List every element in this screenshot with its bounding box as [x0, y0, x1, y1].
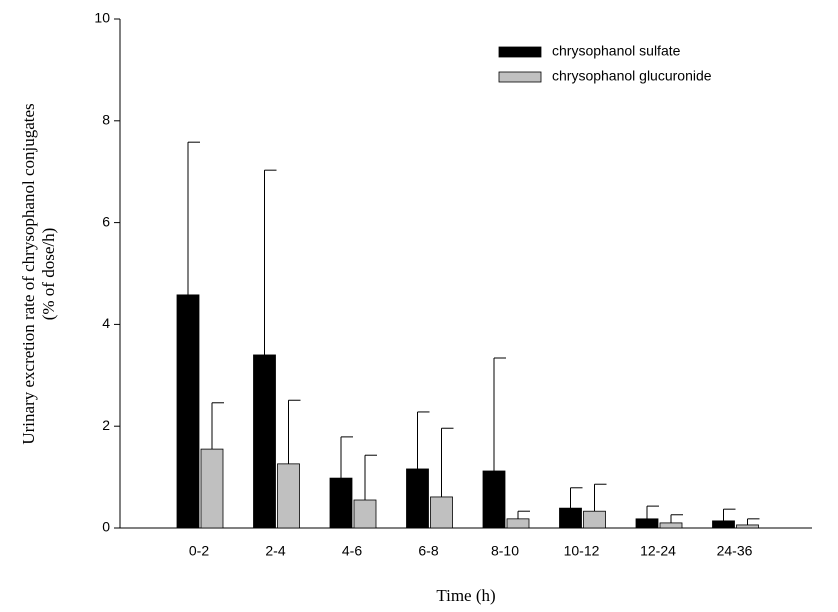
- y-tick-label: 6: [102, 213, 110, 229]
- error-bar: [364, 454, 377, 501]
- error-bar: [417, 411, 430, 469]
- error-bar: [646, 505, 659, 519]
- bar: [736, 524, 759, 529]
- legend-swatch: [498, 46, 542, 58]
- error-bar: [441, 427, 454, 497]
- bar: [559, 507, 582, 529]
- bar: [406, 468, 429, 529]
- legend-label: chrysophanol sulfate: [552, 43, 681, 59]
- error-bar: [340, 436, 353, 479]
- error-bar: [670, 514, 683, 523]
- bar: [635, 518, 659, 529]
- x-axis-label: Time (h): [436, 586, 495, 605]
- error-bar: [570, 487, 583, 509]
- bar: [712, 520, 735, 529]
- y-tick-label: 2: [102, 417, 110, 433]
- error-bar: [493, 357, 506, 471]
- error-bar: [211, 402, 224, 450]
- y-axis-label: (% of dose/h): [39, 228, 58, 321]
- bar: [200, 448, 224, 529]
- bar: [253, 354, 276, 529]
- x-tick-label: 24-36: [717, 543, 753, 559]
- x-tick-label: 12-24: [640, 543, 676, 559]
- bar: [506, 518, 530, 529]
- y-tick-label: 10: [94, 10, 110, 26]
- bar: [659, 522, 683, 529]
- x-tick-label: 2-4: [265, 543, 285, 559]
- bar: [583, 510, 606, 529]
- bar: [482, 470, 506, 529]
- y-tick-label: 8: [102, 112, 110, 128]
- x-tick-label: 6-8: [418, 543, 438, 559]
- error-bar: [723, 508, 736, 521]
- error-bar: [517, 510, 530, 519]
- bar: [430, 496, 453, 529]
- bar: [329, 477, 353, 529]
- x-tick-label: 0-2: [189, 543, 209, 559]
- x-tick-label: 4-6: [342, 543, 362, 559]
- x-tick-label: 10-12: [564, 543, 600, 559]
- error-bar: [264, 169, 277, 355]
- bar: [353, 499, 377, 529]
- error-bar: [594, 483, 607, 512]
- legend-swatch: [498, 71, 542, 83]
- y-tick-label: 0: [102, 519, 110, 535]
- legend-label: chrysophanol glucuronide: [552, 68, 712, 84]
- bar: [277, 463, 300, 529]
- y-axis-label: Urinary excretion rate of chrysophanol c…: [19, 103, 38, 444]
- bar: [176, 294, 200, 529]
- error-bar: [288, 399, 301, 464]
- y-tick-label: 4: [102, 315, 110, 331]
- x-tick-label: 8-10: [491, 543, 519, 559]
- error-bar: [187, 141, 200, 295]
- error-bar: [747, 518, 760, 525]
